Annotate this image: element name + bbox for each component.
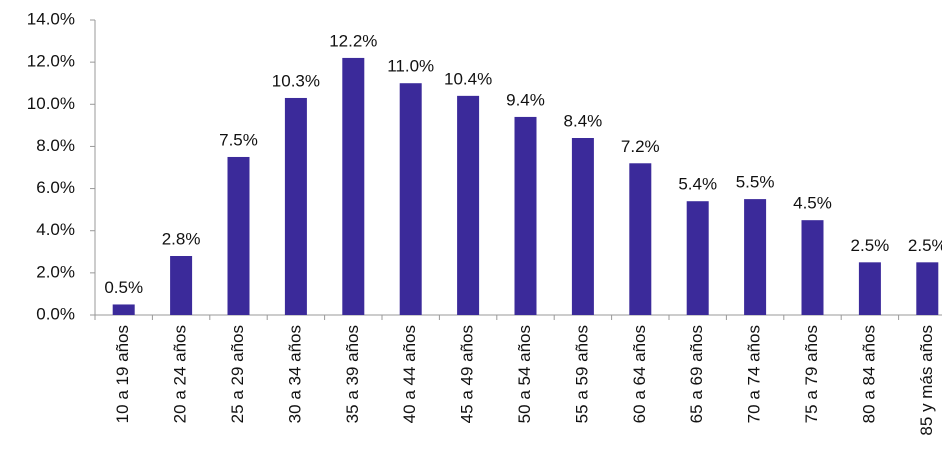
x-tick-label: 80 a 84 años [859, 325, 878, 423]
bar [342, 57, 365, 316]
x-tick-label: 50 a 54 años [515, 325, 534, 423]
x-tick-label: 75 a 79 años [802, 325, 821, 423]
x-tick-label: 25 a 29 años [228, 325, 247, 423]
bar [457, 95, 480, 315]
bar [227, 156, 250, 315]
value-label: 9.4% [506, 90, 545, 109]
x-tick-label: 85 y más años [917, 325, 936, 436]
y-tick-label: 14.0% [27, 9, 75, 28]
value-label: 11.0% [387, 57, 434, 76]
y-tick-label: 12.0% [27, 52, 75, 71]
y-tick-label: 0.0% [36, 304, 75, 323]
value-label: 4.5% [793, 194, 832, 213]
y-tick-label: 2.0% [36, 262, 75, 281]
bar [284, 97, 307, 315]
value-label: 2.8% [162, 229, 201, 248]
x-tick-label: 60 a 64 años [630, 325, 649, 423]
y-tick-label: 8.0% [36, 136, 75, 155]
x-tick-label: 35 a 39 años [343, 325, 362, 423]
y-tick-label: 10.0% [27, 94, 75, 113]
bar [571, 138, 594, 315]
value-label: 7.5% [219, 130, 258, 149]
x-tick-label: 45 a 49 años [458, 325, 477, 423]
value-label: 12.2% [329, 31, 377, 50]
y-tick-label: 6.0% [36, 178, 75, 197]
bar [686, 201, 709, 315]
value-label: 5.5% [736, 173, 775, 192]
bar [170, 256, 193, 315]
value-label: 7.2% [621, 137, 660, 156]
x-tick-label: 55 a 59 años [572, 325, 591, 423]
value-label: 5.4% [678, 175, 717, 194]
value-label: 2.5% [908, 236, 942, 255]
bar [514, 116, 537, 315]
bar [629, 163, 652, 315]
x-tick-label: 10 a 19 años [113, 325, 132, 423]
y-tick-label: 4.0% [36, 220, 75, 239]
value-label: 8.4% [564, 111, 603, 130]
bar [858, 262, 881, 315]
value-label: 10.4% [444, 69, 492, 88]
value-label: 10.3% [272, 71, 320, 90]
x-tick-label: 65 a 69 años [687, 325, 706, 423]
bar [399, 83, 422, 315]
x-tick-label: 40 a 44 años [400, 325, 419, 423]
x-tick-label: 20 a 24 años [171, 325, 190, 423]
value-label: 2.5% [851, 236, 890, 255]
bar [916, 262, 939, 315]
bar [744, 199, 767, 315]
value-label: 0.5% [104, 278, 143, 297]
bar [801, 220, 824, 315]
x-tick-label: 70 a 74 años [745, 325, 764, 423]
bar [112, 304, 135, 315]
x-tick-label: 30 a 34 años [285, 325, 304, 423]
